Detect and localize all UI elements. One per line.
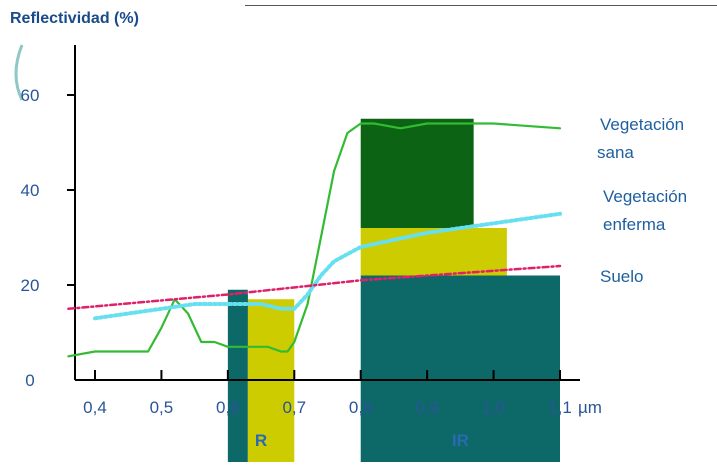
band-block-2	[227, 289, 248, 462]
y-axis-title: Reflectividad (%)	[10, 10, 139, 27]
x-tick-label: 0,6	[216, 398, 240, 417]
band-label-R: R	[255, 431, 267, 450]
legend-label: enferma	[603, 215, 666, 234]
band-block-5	[360, 275, 560, 462]
x-tick-label: 0,9	[415, 398, 439, 417]
legend-label: Suelo	[600, 267, 643, 286]
band-block-4	[360, 228, 507, 276]
y-tick-label: 0	[25, 371, 34, 390]
series-line-1	[93, 211, 562, 321]
x-tick-label: 0,7	[282, 398, 306, 417]
x-tick-label: 1,1	[548, 398, 572, 417]
x-tick-label: 0,8	[349, 398, 373, 417]
x-tick-label: 1,0	[482, 398, 506, 417]
legend-label: sana	[597, 143, 634, 162]
y-tick-label: 40	[21, 181, 40, 200]
x-tick-label: 0,4	[83, 398, 107, 417]
series-line-2	[67, 264, 562, 311]
band-block-3	[360, 118, 474, 228]
decorative-bracket	[14, 44, 24, 101]
x-unit-label: µm	[578, 398, 602, 417]
x-tick-label: 0,5	[150, 398, 174, 417]
band-label-IR: IR	[452, 431, 469, 450]
top-rule-line	[245, 5, 717, 6]
legend-label: Vegetación	[603, 187, 687, 206]
y-tick-label: 20	[21, 276, 40, 295]
legend-label: Vegetación	[600, 115, 684, 134]
series-line-0	[67, 122, 562, 358]
y-tick-label: 60	[21, 86, 40, 105]
